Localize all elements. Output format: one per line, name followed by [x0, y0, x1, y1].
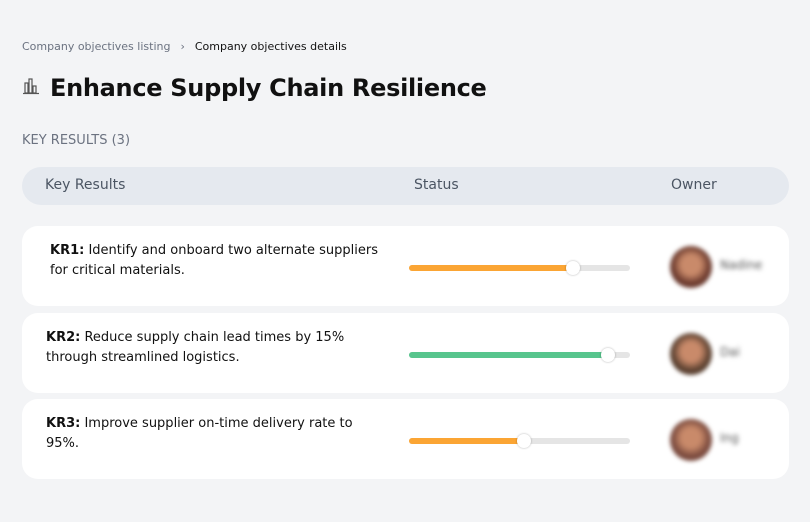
- breadcrumb: Company objectives listing › Company obj…: [22, 40, 347, 53]
- avatar: [670, 419, 712, 461]
- owner-name: Dai: [720, 345, 740, 359]
- owner-name: Ing: [720, 431, 739, 445]
- table-row[interactable]: KR3: Improve supplier on-time delivery r…: [22, 399, 789, 479]
- key-result-id: KR2:: [46, 330, 81, 345]
- owner-name: Nadine: [720, 258, 763, 272]
- table-row[interactable]: KR2: Reduce supply chain lead times by 1…: [22, 313, 789, 393]
- progress-slider[interactable]: [409, 348, 630, 362]
- progress-slider[interactable]: [409, 434, 630, 448]
- header-owner: Owner: [671, 177, 717, 193]
- key-result-id: KR1:: [50, 243, 85, 258]
- progress-knob[interactable]: [565, 261, 580, 275]
- table-row[interactable]: KR1: Identify and onboard two alternate …: [22, 226, 789, 306]
- page-title: Enhance Supply Chain Resilience: [50, 74, 487, 102]
- key-result-description: Identify and onboard two alternate suppl…: [50, 243, 379, 278]
- progress-slider[interactable]: [409, 261, 630, 275]
- key-result-text: KR2: Reduce supply chain lead times by 1…: [46, 328, 376, 368]
- header-key-results: Key Results: [45, 177, 126, 193]
- key-results-heading: KEY RESULTS (3): [22, 133, 131, 148]
- breadcrumb-separator: ›: [180, 40, 185, 53]
- progress-fill: [409, 265, 573, 271]
- key-result-description: Improve supplier on-time delivery rate t…: [46, 416, 353, 451]
- breadcrumb-current: Company objectives details: [194, 40, 347, 53]
- key-result-description: Reduce supply chain lead times by 15% th…: [46, 330, 345, 365]
- progress-knob[interactable]: [516, 434, 531, 448]
- avatar: [670, 246, 712, 288]
- table-header: Key Results Status Owner: [22, 167, 789, 205]
- header-status: Status: [414, 177, 459, 193]
- progress-fill: [409, 438, 524, 444]
- avatar: [670, 333, 712, 375]
- key-result-text: KR3: Improve supplier on-time delivery r…: [46, 414, 376, 454]
- progress-knob[interactable]: [600, 348, 615, 362]
- buildings-icon: [22, 77, 40, 99]
- key-result-text: KR1: Identify and onboard two alternate …: [50, 241, 380, 281]
- key-result-id: KR3:: [46, 416, 81, 431]
- page-header: Enhance Supply Chain Resilience: [22, 74, 487, 102]
- progress-fill: [409, 352, 608, 358]
- breadcrumb-listing-link[interactable]: Company objectives listing: [22, 40, 171, 53]
